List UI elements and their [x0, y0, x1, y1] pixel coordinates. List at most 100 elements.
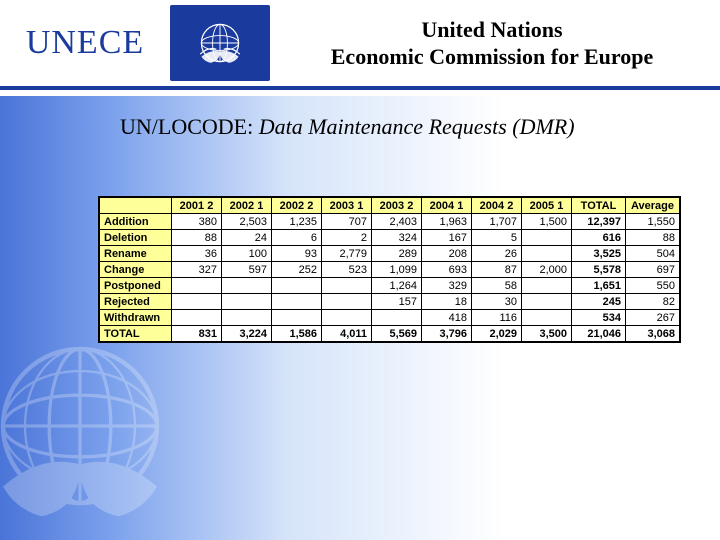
cell: 504	[626, 246, 680, 262]
cell	[172, 294, 222, 310]
header-title: United Nations Economic Commission for E…	[274, 16, 720, 71]
cell: 1,963	[422, 214, 472, 230]
cell: 597	[222, 262, 272, 278]
cell: 5,569	[372, 326, 422, 342]
row-label: Postponed	[100, 278, 172, 294]
cell: 2,029	[472, 326, 522, 342]
col-header: 2004 2	[472, 198, 522, 214]
cell: 18	[422, 294, 472, 310]
col-header-rowlabel	[100, 198, 172, 214]
cell: 3,224	[222, 326, 272, 342]
cell: 324	[372, 230, 422, 246]
cell: 157	[372, 294, 422, 310]
cell: 3,068	[626, 326, 680, 342]
cell: 697	[626, 262, 680, 278]
table-row: TOTAL8313,2241,5864,0115,5693,7962,0293,…	[100, 326, 680, 342]
cell: 327	[172, 262, 222, 278]
cell: 329	[422, 278, 472, 294]
section-name: Data Maintenance Requests (DMR)	[259, 114, 575, 139]
col-header: TOTAL	[572, 198, 626, 214]
cell: 58	[472, 278, 522, 294]
cell: 2,000	[522, 262, 572, 278]
cell: 1,235	[272, 214, 322, 230]
cell: 380	[172, 214, 222, 230]
col-header: 2003 2	[372, 198, 422, 214]
cell: 3,500	[522, 326, 572, 342]
cell: 2,503	[222, 214, 272, 230]
cell: 24	[222, 230, 272, 246]
col-header: 2001 2	[172, 198, 222, 214]
cell: 4,011	[322, 326, 372, 342]
cell: 26	[472, 246, 522, 262]
col-header: 2002 2	[272, 198, 322, 214]
cell: 1,586	[272, 326, 322, 342]
table-row: Withdrawn418116534267	[100, 310, 680, 326]
header: UNECE United Nations Economic Commission…	[0, 0, 720, 90]
un-emblem-watermark-icon	[0, 316, 190, 536]
cell: 116	[472, 310, 522, 326]
cell: 3,796	[422, 326, 472, 342]
cell: 12,397	[572, 214, 626, 230]
cell: 289	[372, 246, 422, 262]
cell	[222, 294, 272, 310]
body-area: UN/LOCODE: Data Maintenance Requests (DM…	[0, 96, 720, 540]
cell: 82	[626, 294, 680, 310]
cell: 418	[422, 310, 472, 326]
cell: 693	[422, 262, 472, 278]
cell: 3,525	[572, 246, 626, 262]
dmr-table: 2001 22002 12002 22003 12003 22004 12004…	[99, 197, 680, 342]
cell: 1,099	[372, 262, 422, 278]
cell: 5,578	[572, 262, 626, 278]
row-label: TOTAL	[100, 326, 172, 342]
table-row: Rename36100932,779289208263,525504	[100, 246, 680, 262]
title-line-1: United Nations	[274, 16, 710, 44]
col-header: 2003 1	[322, 198, 372, 214]
section-prefix: UN/LOCODE:	[120, 114, 253, 139]
dmr-table-wrap: 2001 22002 12002 22003 12003 22004 12004…	[98, 196, 681, 343]
cell: 30	[472, 294, 522, 310]
cell: 2	[322, 230, 372, 246]
cell	[172, 310, 222, 326]
cell	[522, 278, 572, 294]
cell: 550	[626, 278, 680, 294]
table-row: Postponed1,264329581,651550	[100, 278, 680, 294]
cell: 5	[472, 230, 522, 246]
col-header: 2004 1	[422, 198, 472, 214]
section-title: UN/LOCODE: Data Maintenance Requests (DM…	[120, 114, 720, 140]
unece-label: UNECE	[26, 24, 144, 62]
cell	[222, 310, 272, 326]
row-label: Addition	[100, 214, 172, 230]
cell: 93	[272, 246, 322, 262]
cell: 1,550	[626, 214, 680, 230]
table-body: Addition3802,5031,2357072,4031,9631,7071…	[100, 214, 680, 342]
un-emblem-icon	[189, 12, 251, 74]
cell: 88	[626, 230, 680, 246]
cell: 208	[422, 246, 472, 262]
cell: 87	[472, 262, 522, 278]
table-row: Addition3802,5031,2357072,4031,9631,7071…	[100, 214, 680, 230]
unece-block: UNECE	[0, 0, 170, 86]
cell	[272, 310, 322, 326]
cell	[322, 310, 372, 326]
row-label: Deletion	[100, 230, 172, 246]
cell: 21,046	[572, 326, 626, 342]
row-label: Rejected	[100, 294, 172, 310]
cell	[522, 230, 572, 246]
title-line-2: Economic Commission for Europe	[274, 43, 710, 71]
cell	[522, 246, 572, 262]
cell	[322, 278, 372, 294]
cell: 267	[626, 310, 680, 326]
row-label: Change	[100, 262, 172, 278]
cell	[522, 294, 572, 310]
cell	[372, 310, 422, 326]
cell: 36	[172, 246, 222, 262]
un-logo-block	[170, 5, 270, 81]
table-head: 2001 22002 12002 22003 12003 22004 12004…	[100, 198, 680, 214]
cell: 252	[272, 262, 322, 278]
cell: 1,651	[572, 278, 626, 294]
cell	[522, 310, 572, 326]
cell: 2,779	[322, 246, 372, 262]
cell: 1,707	[472, 214, 522, 230]
table-row: Change3275972525231,099693872,0005,57869…	[100, 262, 680, 278]
cell: 523	[322, 262, 372, 278]
